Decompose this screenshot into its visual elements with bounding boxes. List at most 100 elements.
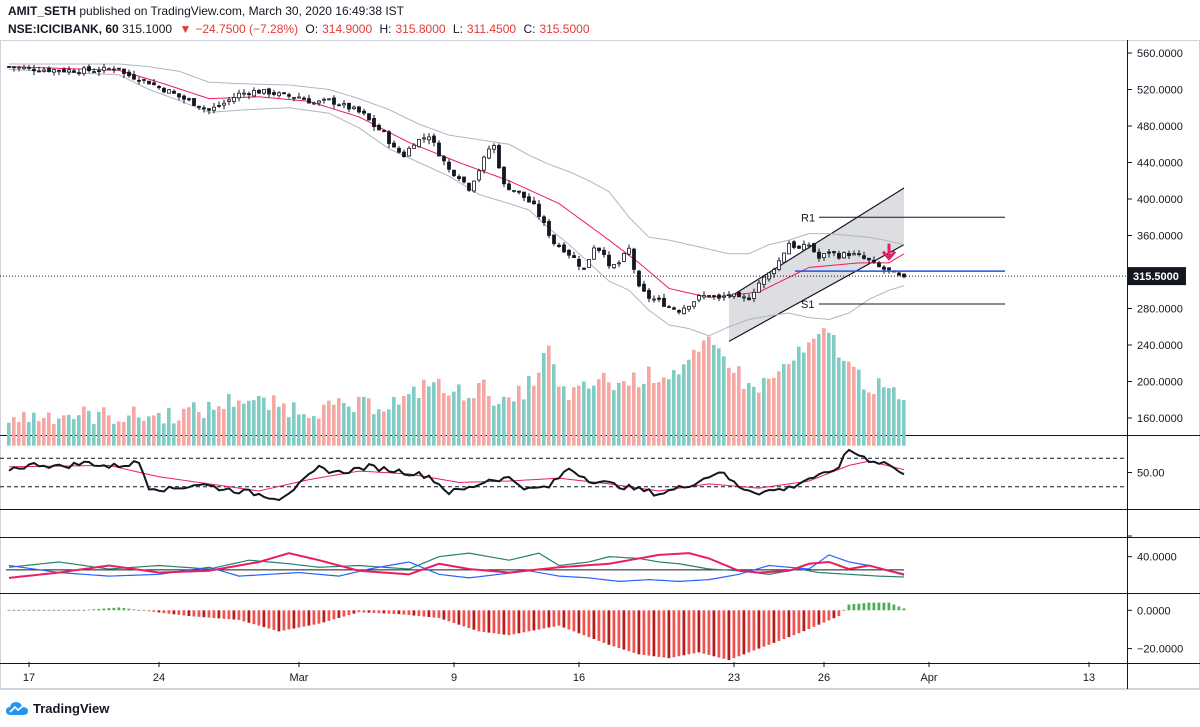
candle <box>712 294 716 300</box>
volume-bar <box>587 388 591 446</box>
tradingview-logo[interactable]: TradingView <box>6 701 109 716</box>
cloud-icon <box>6 701 28 715</box>
candle <box>642 280 646 293</box>
volume-bar <box>592 385 596 446</box>
volume-bar <box>232 406 236 446</box>
volume-bar <box>247 400 251 446</box>
volume-bar <box>512 401 516 446</box>
hist-bar <box>82 609 86 611</box>
candle <box>252 87 256 97</box>
candle-body <box>622 253 626 262</box>
candle <box>217 101 221 108</box>
volume-bar <box>582 381 586 446</box>
chart-canvas[interactable]: R1 S1 560.0000 520.0000 480.0000 440.0000 400… <box>0 0 1200 700</box>
volume-bar <box>12 417 16 446</box>
volume-bar <box>217 406 221 446</box>
hist-bar <box>297 610 301 628</box>
candle <box>607 251 611 269</box>
candle <box>867 257 871 264</box>
volume-bar <box>832 334 836 446</box>
price-panel[interactable]: R1 S1 <box>0 63 1127 342</box>
candle-body <box>822 253 826 258</box>
volume-bar <box>527 375 531 446</box>
candle-body <box>287 94 291 97</box>
volume-bar <box>742 388 746 446</box>
volume-bar <box>37 421 41 446</box>
volume-bar <box>702 340 706 446</box>
hist-bar <box>342 610 346 617</box>
hist-bar <box>267 610 271 629</box>
candle <box>522 191 526 202</box>
volume-panel <box>7 328 906 446</box>
hist-bar <box>442 610 446 620</box>
candle-body <box>717 294 721 299</box>
candle-body <box>117 67 121 70</box>
candle-body <box>662 297 666 307</box>
badge-bg <box>1128 267 1186 286</box>
candle-body <box>242 92 246 95</box>
volume-bar <box>697 351 701 446</box>
volume-bar <box>602 372 606 446</box>
candle-body <box>32 68 36 72</box>
candle <box>857 249 861 257</box>
volume-bar <box>492 405 496 446</box>
hist-bar <box>542 610 546 629</box>
candle-body <box>42 69 46 72</box>
candle <box>837 250 841 260</box>
candle <box>457 174 461 182</box>
candle-body <box>592 247 596 260</box>
hist-bar <box>182 610 186 616</box>
candle-body <box>407 147 411 157</box>
volume-bar <box>522 399 526 446</box>
volume-bar <box>667 379 671 446</box>
price-tick-label: 280.0000 <box>1137 304 1183 316</box>
volume-bar <box>477 382 481 446</box>
candle <box>432 133 436 147</box>
volume-bar <box>447 395 451 446</box>
candle-body <box>307 98 311 104</box>
price-axis[interactable]: 560.0000 520.0000 480.0000 440.0000 400.0000… <box>1127 48 1186 656</box>
hist-bar <box>27 609 31 611</box>
volume-bar <box>507 397 511 446</box>
candle <box>42 66 46 73</box>
candle-body <box>397 147 401 153</box>
candle-body <box>487 148 491 159</box>
candle <box>657 295 661 303</box>
time-axis[interactable]: 17 24 Mar 9 16 23 26 Apr 13 <box>23 662 1095 684</box>
candle-body <box>742 296 746 299</box>
candle-body <box>527 196 531 203</box>
candle-body <box>612 264 616 269</box>
candle-body <box>557 244 561 248</box>
hist-bar <box>152 610 156 612</box>
candle-body <box>392 142 396 148</box>
candle-body <box>332 97 336 105</box>
rsi-panel[interactable] <box>0 448 1127 502</box>
hist-bar <box>397 610 401 615</box>
dmi-panel[interactable] <box>6 552 905 583</box>
candle <box>637 269 641 288</box>
hist-bar <box>142 609 146 611</box>
hist-bar <box>372 610 376 613</box>
dmi-tick-label: 40.0000 <box>1137 552 1177 564</box>
volume-bar <box>897 399 901 446</box>
candle-body <box>737 291 741 298</box>
author-name[interactable]: AMIT_SETH <box>8 4 77 18</box>
hist-bar <box>187 610 191 617</box>
candle <box>12 66 16 72</box>
hist-bar <box>107 608 111 611</box>
candle-body <box>187 98 191 101</box>
candle-body <box>352 106 356 109</box>
histogram-panel[interactable] <box>7 602 906 661</box>
candle <box>617 260 621 268</box>
candle-body <box>902 273 906 278</box>
volume-bar <box>752 386 756 446</box>
price-tick-label: 520.0000 <box>1137 85 1183 97</box>
candle <box>687 305 691 312</box>
candle-body <box>472 180 476 192</box>
symbol-name[interactable]: NSE:ICICIBANK, 60 <box>8 22 119 36</box>
candle-body <box>587 259 591 268</box>
candle-body <box>162 87 166 93</box>
volume-bar <box>642 383 646 446</box>
candle <box>532 196 536 205</box>
candle <box>527 193 531 203</box>
